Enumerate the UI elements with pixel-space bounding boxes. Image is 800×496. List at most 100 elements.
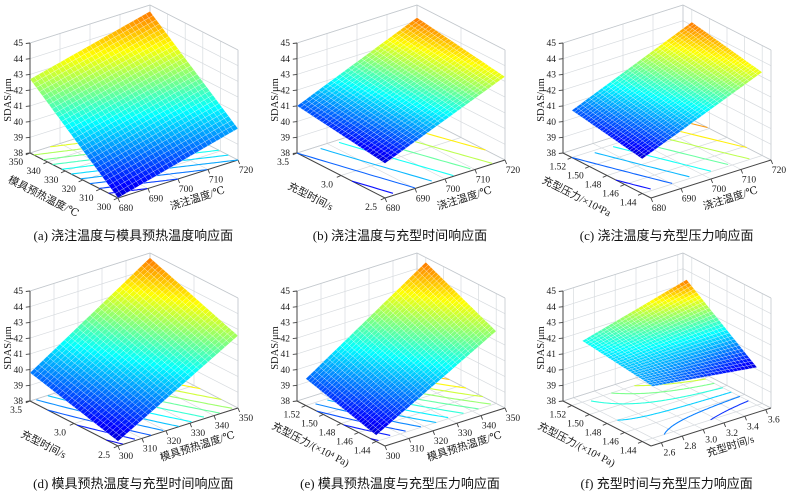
svg-text:44: 44 — [14, 303, 24, 313]
svg-text:340: 340 — [482, 422, 497, 432]
svg-text:42: 42 — [14, 334, 24, 344]
svg-text:330: 330 — [458, 429, 473, 439]
svg-text:38: 38 — [280, 397, 290, 407]
svg-text:45: 45 — [547, 39, 557, 49]
svg-text:1.52: 1.52 — [550, 163, 567, 173]
svg-text:1.50: 1.50 — [301, 420, 318, 430]
svg-text:1.44: 1.44 — [354, 447, 371, 457]
svg-text:44: 44 — [14, 55, 24, 65]
surface-plot-b: 38 39 40 41 42 43 44 45 680 690 700 710 720 2.5 3.0 3.5… — [270, 4, 521, 214]
svg-text:720: 720 — [772, 166, 787, 176]
svg-text:45: 45 — [280, 287, 290, 297]
svg-text:320: 320 — [434, 437, 449, 447]
panel-c: 38 39 40 41 42 43 44 45 680 690 700 710 720 1.44 1.46 1… — [533, 0, 800, 248]
svg-text:44: 44 — [280, 55, 290, 65]
panel-b: 38 39 40 41 42 43 44 45 680 690 700 710 720 2.5 3.0 3.5… — [267, 0, 534, 248]
svg-text:2.5: 2.5 — [365, 203, 377, 213]
svg-text:720: 720 — [506, 166, 521, 176]
svg-text:38: 38 — [14, 397, 24, 407]
svg-text:700: 700 — [712, 185, 727, 195]
svg-text:1.48: 1.48 — [585, 181, 602, 191]
svg-text:SDAS/μm: SDAS/μm — [536, 78, 547, 122]
panel-f: 38 39 40 41 42 43 44 45 2.6 2.8 3.0 3.2 3.4 3.6 1.44 1.… — [533, 248, 800, 496]
svg-text:44: 44 — [547, 55, 557, 65]
svg-text:41: 41 — [280, 102, 290, 112]
svg-text:3.5: 3.5 — [277, 158, 289, 168]
surface-plot-e: 38394041424344453003103203303403501.441.… — [269, 252, 521, 470]
svg-text:39: 39 — [547, 134, 557, 144]
svg-text:45: 45 — [280, 39, 290, 49]
svg-text:700: 700 — [179, 185, 194, 195]
svg-text:38: 38 — [14, 149, 24, 159]
plot-caption-f: (f) 充型时间与充型压力响应面 — [580, 476, 753, 491]
svg-text:40: 40 — [14, 366, 24, 376]
svg-text:720: 720 — [239, 166, 254, 176]
svg-text:300: 300 — [119, 452, 134, 462]
svg-text:SDAS/μm: SDAS/μm — [270, 326, 281, 370]
plot-caption-e: (e) 模具预热温度与充型压力响应面 — [300, 476, 500, 491]
svg-text:2.5: 2.5 — [98, 451, 110, 461]
svg-text:43: 43 — [547, 71, 557, 81]
svg-text:710: 710 — [209, 176, 224, 186]
svg-text:330: 330 — [44, 176, 59, 186]
svg-text:43: 43 — [280, 71, 290, 81]
plot-caption-b: (b) 浇注温度与充型时间响应面 — [312, 228, 488, 243]
svg-text:320: 320 — [167, 437, 182, 447]
svg-text:680: 680 — [652, 204, 667, 214]
svg-text:1.50: 1.50 — [567, 172, 584, 182]
panel-e: 38 39 40 41 42 43 44 45 300 310 320 330 340 350 1.44 1.… — [267, 248, 534, 496]
svg-text:40: 40 — [280, 366, 290, 376]
svg-text:3.0: 3.0 — [321, 181, 333, 191]
svg-text:350: 350 — [239, 414, 254, 424]
svg-text:350: 350 — [9, 158, 24, 168]
plot-caption-a: (a) 浇注温度与模具预热温度响应面 — [33, 228, 234, 243]
svg-text:38: 38 — [547, 149, 557, 159]
svg-text:41: 41 — [280, 350, 290, 360]
svg-text:41: 41 — [14, 350, 24, 360]
surface-plot-a: 38 39 40 41 42 43 44 45 680 690 700 710 720 300310320… — [3, 4, 254, 220]
plot-caption-d: (d) 模具预热温度与充型时间响应面 — [33, 476, 234, 491]
svg-text:42: 42 — [280, 334, 290, 344]
surface-plot-c: 38394041424344456806907007107201.441.461… — [536, 4, 787, 219]
svg-text:浇注温度/℃: 浇注温度/℃ — [168, 183, 226, 213]
svg-text:45: 45 — [14, 287, 24, 297]
svg-text:43: 43 — [14, 71, 24, 81]
svg-text:39: 39 — [14, 134, 24, 144]
svg-text:680: 680 — [119, 204, 134, 214]
svg-text:710: 710 — [742, 176, 757, 186]
svg-text:3.5: 3.5 — [10, 406, 22, 416]
svg-text:45: 45 — [14, 39, 24, 49]
svg-text:680: 680 — [386, 204, 401, 214]
panel-a: 38 39 40 41 42 43 44 45 680 690 700 710 720 300 310 320… — [0, 0, 267, 248]
svg-text:310: 310 — [79, 194, 94, 204]
svg-text:42: 42 — [280, 86, 290, 96]
svg-text:350: 350 — [506, 414, 521, 424]
svg-text:42: 42 — [547, 86, 557, 96]
svg-text:340: 340 — [215, 422, 230, 432]
svg-text:690: 690 — [416, 195, 431, 205]
surface-plot-d: 38 39 40 41 42 43 44 45 300 310 320 330 340 350 2.5 3.0… — [3, 252, 254, 464]
surface-plot-f: 38394041424344452.62.83.03.23.43.61.441.… — [536, 252, 780, 470]
svg-text:41: 41 — [547, 102, 557, 112]
svg-text:1.46: 1.46 — [336, 438, 353, 448]
svg-text:330: 330 — [191, 429, 206, 439]
svg-text:690: 690 — [682, 195, 697, 205]
svg-text:1.52: 1.52 — [283, 411, 300, 421]
svg-text:1.46: 1.46 — [603, 190, 620, 200]
svg-text:40: 40 — [547, 118, 557, 128]
svg-text:310: 310 — [143, 444, 158, 454]
svg-text:SDAS/μm: SDAS/μm — [3, 326, 14, 370]
svg-text:320: 320 — [62, 185, 77, 195]
svg-text:700: 700 — [446, 185, 461, 195]
svg-text:40: 40 — [14, 118, 24, 128]
svg-text:42: 42 — [14, 86, 24, 96]
svg-text:300: 300 — [386, 452, 401, 462]
svg-text:38: 38 — [280, 149, 290, 159]
svg-text:43: 43 — [280, 319, 290, 329]
svg-text:340: 340 — [26, 167, 41, 177]
svg-text:浇注温度/℃: 浇注温度/℃ — [435, 183, 493, 213]
svg-text:1.44: 1.44 — [620, 199, 637, 209]
svg-text:SDAS/μm: SDAS/μm — [270, 78, 281, 122]
svg-text:SDAS/μm: SDAS/μm — [3, 78, 14, 122]
